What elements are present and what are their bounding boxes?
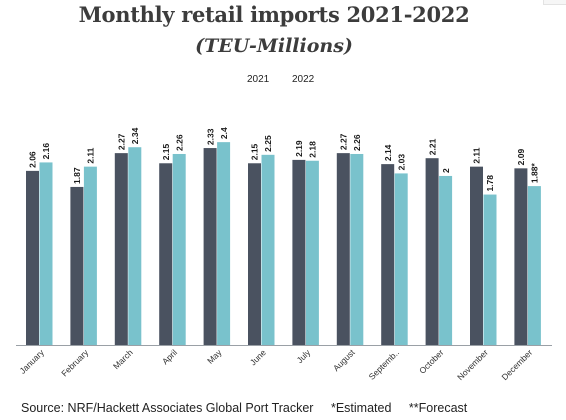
bar-2022-7 — [350, 153, 364, 345]
data-label-2022-10: 1.78 — [485, 175, 495, 192]
data-label-2021-10: 2.11 — [472, 147, 482, 163]
corner-decoration — [543, 0, 566, 5]
bar-2021-9 — [425, 158, 439, 345]
x-tick-label-7: August — [331, 347, 357, 373]
data-label-2021-0: 2.06 — [28, 151, 38, 168]
bar-2022-6 — [305, 160, 319, 345]
x-tick-label-4: May — [205, 347, 224, 366]
bar-2022-3 — [172, 153, 186, 345]
data-label-2021-2: 2.27 — [117, 133, 127, 150]
bar-2021-1 — [70, 186, 84, 345]
bar-2021-11 — [514, 168, 528, 345]
data-label-2021-9: 2.21 — [427, 138, 437, 155]
x-tick-label-9: October — [417, 347, 446, 376]
bar-2021-4 — [203, 148, 217, 345]
data-label-2022-5: 2.25 — [263, 135, 273, 152]
bar-2021-7 — [336, 153, 350, 345]
bar-2021-10 — [470, 166, 483, 345]
x-tick-label-5: June — [248, 347, 268, 367]
bar-2021-0 — [26, 170, 39, 345]
x-tick-label-6: July — [295, 347, 313, 365]
x-tick-label-11: December — [500, 347, 535, 382]
bar-2021-2 — [114, 153, 128, 345]
chart-title: Monthly retail imports 2021-2022 — [78, 2, 470, 27]
data-label-2021-6: 2.19 — [294, 140, 304, 157]
bar-2022-11 — [527, 186, 541, 345]
bar-2022-2 — [128, 147, 142, 345]
bar-2021-5 — [248, 163, 261, 345]
bar-2021-6 — [292, 159, 306, 345]
bar-2022-5 — [261, 154, 275, 345]
bar-2022-0 — [39, 162, 53, 345]
data-label-2022-0: 2.16 — [41, 143, 51, 160]
bar-2021-8 — [381, 164, 395, 345]
data-label-2022-4: 2.4 — [219, 127, 229, 139]
data-label-2021-5: 2.15 — [250, 143, 260, 160]
estimated-note: *Estimated — [330, 401, 392, 415]
x-tick-label-8: Septemb.. — [367, 347, 401, 381]
data-label-2022-7: 2.26 — [352, 134, 362, 151]
source-note: Source: NRF/Hackett Associates Global Po… — [21, 401, 314, 415]
data-label-2021-1: 1.87 — [72, 167, 82, 184]
data-label-2022-1: 2.11 — [86, 147, 96, 163]
data-label-2022-3: 2.26 — [174, 134, 184, 151]
data-label-2021-7: 2.27 — [339, 133, 349, 150]
data-label-2021-4: 2.33 — [205, 128, 215, 145]
x-tick-label-10: November — [455, 347, 490, 382]
data-label-2022-8: 2.03 — [396, 154, 406, 171]
x-tick-label-2: March — [111, 347, 135, 371]
x-tick-label-1: February — [59, 347, 91, 379]
bar-2022-4 — [217, 142, 231, 345]
bar-2022-8 — [394, 173, 408, 345]
data-label-2021-3: 2.15 — [161, 143, 171, 160]
forecast-note: **Forecast — [408, 401, 468, 415]
data-label-2022-9: 2 — [441, 168, 451, 173]
legend-2022: 2022 — [292, 74, 315, 85]
bar-2021-3 — [159, 163, 173, 345]
x-tick-label-0: January — [17, 347, 46, 376]
bar-2022-1 — [83, 166, 97, 345]
bar-2022-10 — [483, 194, 497, 345]
chart-footer: Source: NRF/Hackett Associates Global Po… — [21, 401, 481, 415]
x-tick-label-3: April — [160, 347, 179, 366]
data-label-2021-8: 2.14 — [383, 144, 393, 161]
data-label-2022-11: 1.88* — [530, 163, 540, 184]
chart-subtitle: (TEU-Millions) — [195, 35, 353, 57]
data-label-2021-11: 2.09 — [516, 149, 526, 166]
bar-2022-9 — [439, 175, 453, 345]
data-label-2022-6: 2.18 — [308, 141, 318, 158]
legend-2021: 2021 — [247, 74, 270, 85]
data-label-2022-2: 2.34 — [130, 127, 140, 144]
